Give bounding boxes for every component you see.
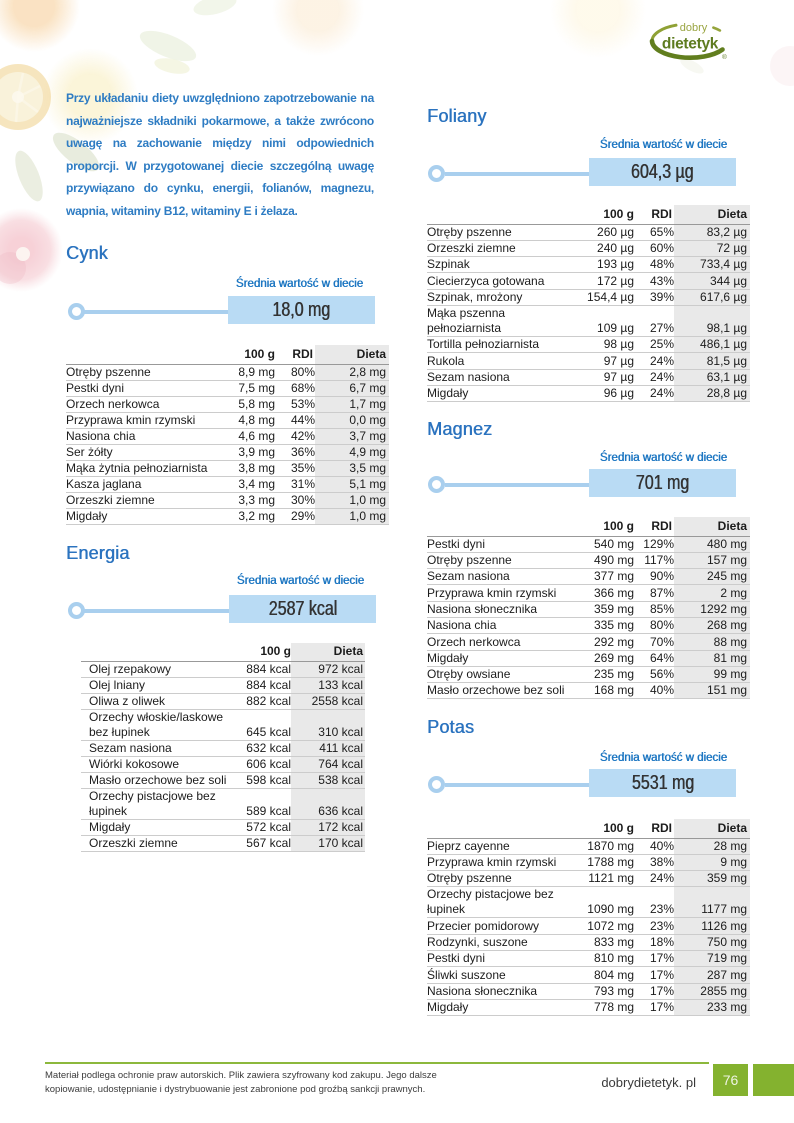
svg-text:dietetyk: dietetyk — [662, 36, 719, 53]
svg-text:dobry: dobry — [680, 22, 708, 34]
svg-text:®: ® — [722, 53, 727, 61]
